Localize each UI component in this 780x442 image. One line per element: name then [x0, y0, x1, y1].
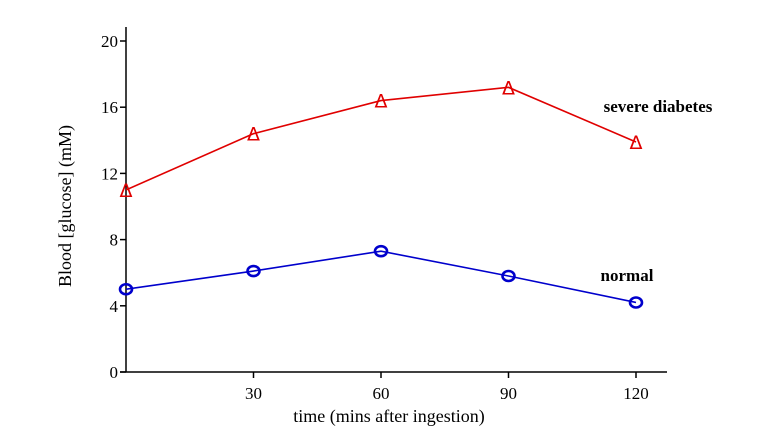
data-point-severe-diabetes: Δ	[120, 180, 133, 202]
y-tick-label: 4	[110, 297, 119, 316]
series-line-severe-diabetes	[125, 86, 637, 191]
y-tick-label: 8	[110, 231, 119, 250]
y-axis-title: Blood [glucose] (mM)	[55, 125, 76, 287]
data-point-normal	[246, 264, 261, 278]
x-tick-label: 90	[500, 384, 517, 403]
data-point-normal	[501, 269, 516, 283]
ticks: 0 4 8 12 16 20 30 60 90 120	[101, 32, 649, 403]
data-point-severe-diabetes: Δ	[630, 132, 643, 154]
series-lines	[125, 86, 637, 304]
x-axis-title: time (mins after ingestion)	[293, 406, 484, 427]
data-point-severe-diabetes: Δ	[247, 124, 260, 146]
y-tick-label: 20	[101, 32, 118, 51]
axes	[120, 27, 667, 373]
y-tick-label: 0	[110, 363, 119, 382]
series-line-normal	[125, 250, 637, 304]
x-tick-label: 60	[373, 384, 390, 403]
series-label-severe-diabetes: severe diabetes	[604, 97, 713, 116]
data-point-normal	[628, 296, 644, 309]
y-tick-label: 16	[101, 98, 118, 117]
y-tick-label: 12	[101, 164, 118, 183]
data-point-severe-diabetes: Δ	[375, 91, 388, 113]
x-tick-label: 120	[623, 384, 649, 403]
x-tick-label: 30	[245, 384, 262, 403]
series-label-normal: normal	[601, 266, 654, 285]
series-markers: Δ Δ Δ Δ Δ	[118, 77, 644, 309]
data-point-normal	[118, 282, 134, 296]
data-point-normal	[373, 244, 389, 258]
data-point-severe-diabetes: Δ	[502, 77, 515, 99]
